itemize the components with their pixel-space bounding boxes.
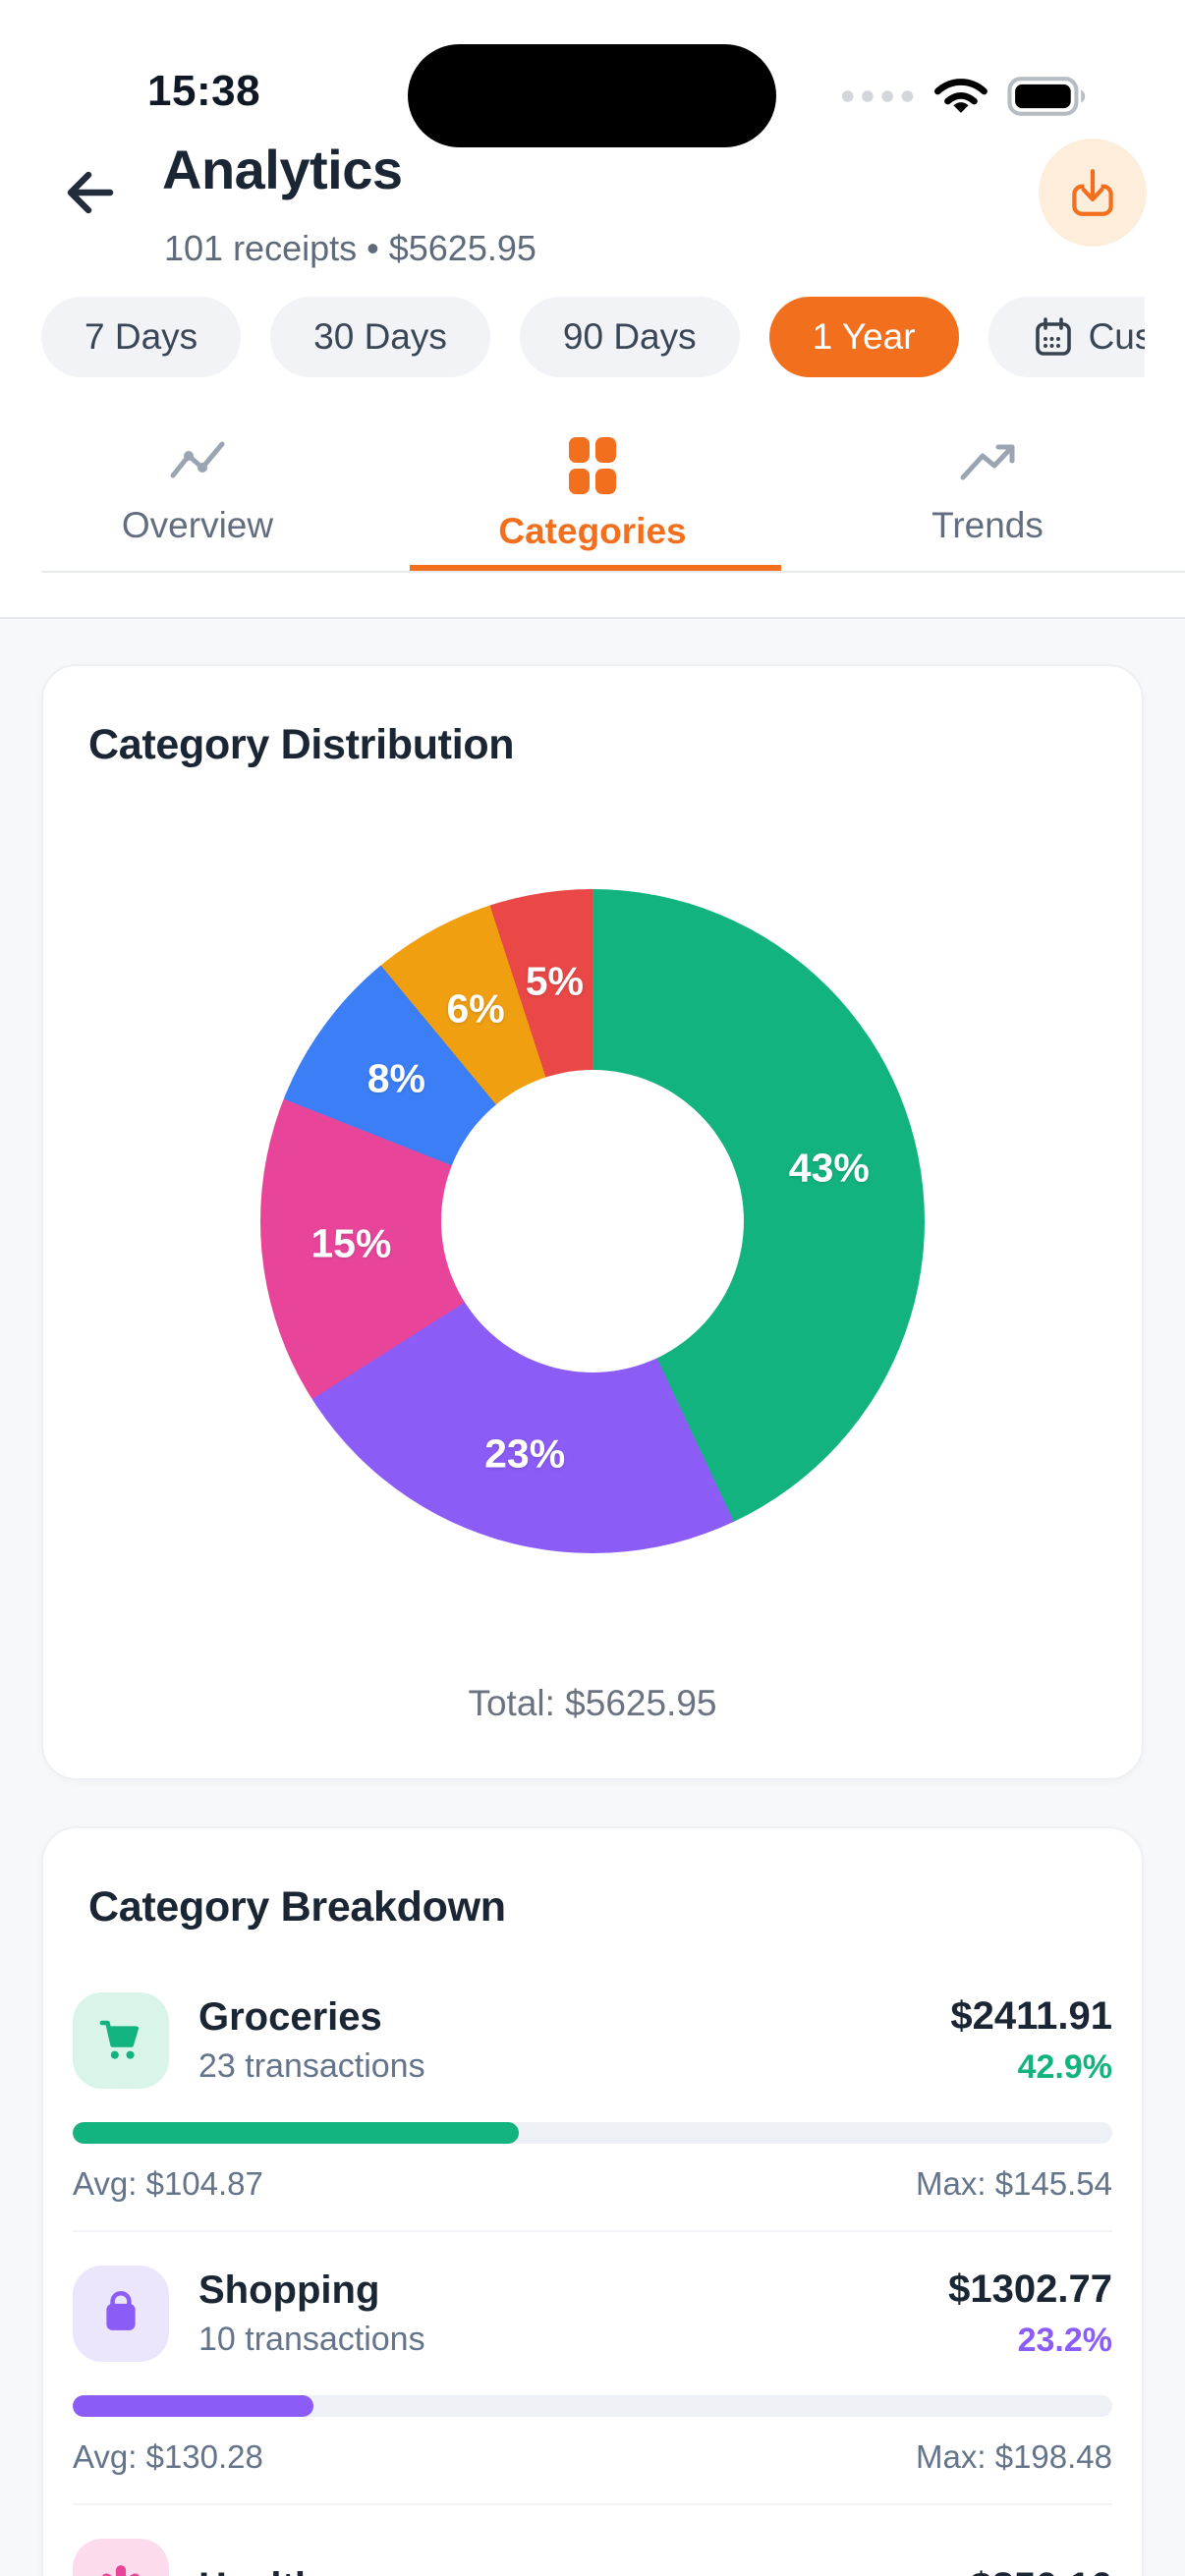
status-bar-time: 15:38 [147,67,261,115]
row-divider [73,2230,1112,2232]
category-max: Max: $198.48 [916,2438,1112,2475]
filter-chip-label: 90 Days [562,316,697,357]
category-progress-fill [73,2395,314,2417]
category-name: Groceries [198,1995,382,2039]
date-range-filter[interactable]: 7 Days 30 Days 90 Days 1 Year Custom [0,297,1145,377]
active-tab-indicator [410,565,781,573]
category-percent: 23.2% [1017,2322,1112,2359]
back-button[interactable] [55,157,126,228]
tab-overview[interactable]: Overview [0,420,395,574]
cart-icon [99,2020,139,2059]
medical-asterisk-icon [102,2565,140,2576]
donut-segment-label: 8% [367,1055,426,1101]
donut-segment-label: 5% [525,958,585,1004]
category-amount: $850.16 [970,2565,1112,2576]
donut-segment-label: 23% [484,1430,566,1477]
filter-chip-90-days[interactable]: 90 Days [519,297,740,377]
filter-chip-label: 1 Year [812,316,916,357]
card-title: Category Distribution [88,721,515,768]
trending-up-icon [960,444,1015,480]
category-percent: 42.9% [1017,2048,1112,2086]
battery-icon [1007,77,1086,116]
cellular-signal-icon [841,90,914,102]
filter-chip-label: 30 Days [313,316,447,357]
header-divider [0,617,1185,619]
category-avg: Avg: $130.28 [73,2438,263,2475]
category-name: Shopping [198,2268,380,2312]
tab-label: Categories [498,511,687,551]
download-icon [1072,169,1113,216]
category-transactions: 23 transactions [198,2047,425,2085]
card-title: Category Breakdown [88,1883,506,1931]
category-row-shopping: Shopping 10 transactions $1302.77 23.2% … [73,2266,1112,2505]
category-row-groceries: Groceries 23 transactions $2411.91 42.9%… [73,1992,1112,2232]
donut-segment-label: 15% [310,1220,392,1266]
category-icon-badge [73,1992,169,2089]
category-amount: $1302.77 [948,2268,1112,2311]
donut-segment-label: 43% [788,1145,870,1191]
category-progress-track [73,2122,1112,2144]
shopping-bag-icon [106,2291,136,2330]
page-title: Analytics [162,139,403,200]
analytics-tabs: Overview Categories Trends [0,420,1185,574]
category-breakdown-card: Category Breakdown Groceries 23 transact… [41,1826,1144,2576]
category-progress-fill [73,2122,519,2144]
arrow-left-icon [67,171,114,214]
tab-trends[interactable]: Trends [790,420,1185,574]
tab-categories[interactable]: Categories [395,420,790,574]
tab-label: Trends [931,505,1044,545]
grid-icon [569,437,616,494]
category-distribution-card: Category Distribution 43% 23% 15% 8% 6% 5% To… [41,664,1144,1780]
category-avg: Avg: $104.87 [73,2165,263,2202]
category-icon-badge [73,2266,169,2362]
donut-chart: 43% 23% 15% 8% 6% 5% [260,889,925,1553]
category-amount: $2411.91 [950,1994,1112,2038]
category-row-health: Health $850.16 [73,2539,1112,2576]
filter-chip-7-days[interactable]: 7 Days [41,297,242,377]
tabs-bottom-border [41,571,1185,573]
donut-total-label: Total: $5625.95 [468,1683,717,1723]
dynamic-island [408,44,776,147]
export-button[interactable] [1039,139,1147,247]
filter-chip-custom[interactable]: Custom [988,297,1145,377]
filter-chip-30-days[interactable]: 30 Days [270,297,490,377]
page-subtitle: 101 receipts • $5625.95 [164,228,536,268]
category-name: Health [198,2565,318,2576]
donut-hole [441,1070,744,1372]
category-icon-badge [73,2539,169,2576]
filter-chip-1-year[interactable]: 1 Year [768,297,959,377]
row-divider [73,2503,1112,2505]
status-bar-indicators [841,77,1087,116]
donut-segment-label: 6% [446,985,505,1032]
sparkline-icon [170,441,225,478]
calendar-icon [1035,317,1071,356]
category-progress-track [73,2395,1112,2417]
tab-label: Overview [121,505,274,545]
wifi-icon [934,79,988,113]
filter-chip-label: Custom [1088,316,1145,357]
category-max: Max: $145.54 [916,2165,1112,2202]
filter-chip-label: 7 Days [85,316,198,357]
category-transactions: 10 transactions [198,2321,425,2358]
